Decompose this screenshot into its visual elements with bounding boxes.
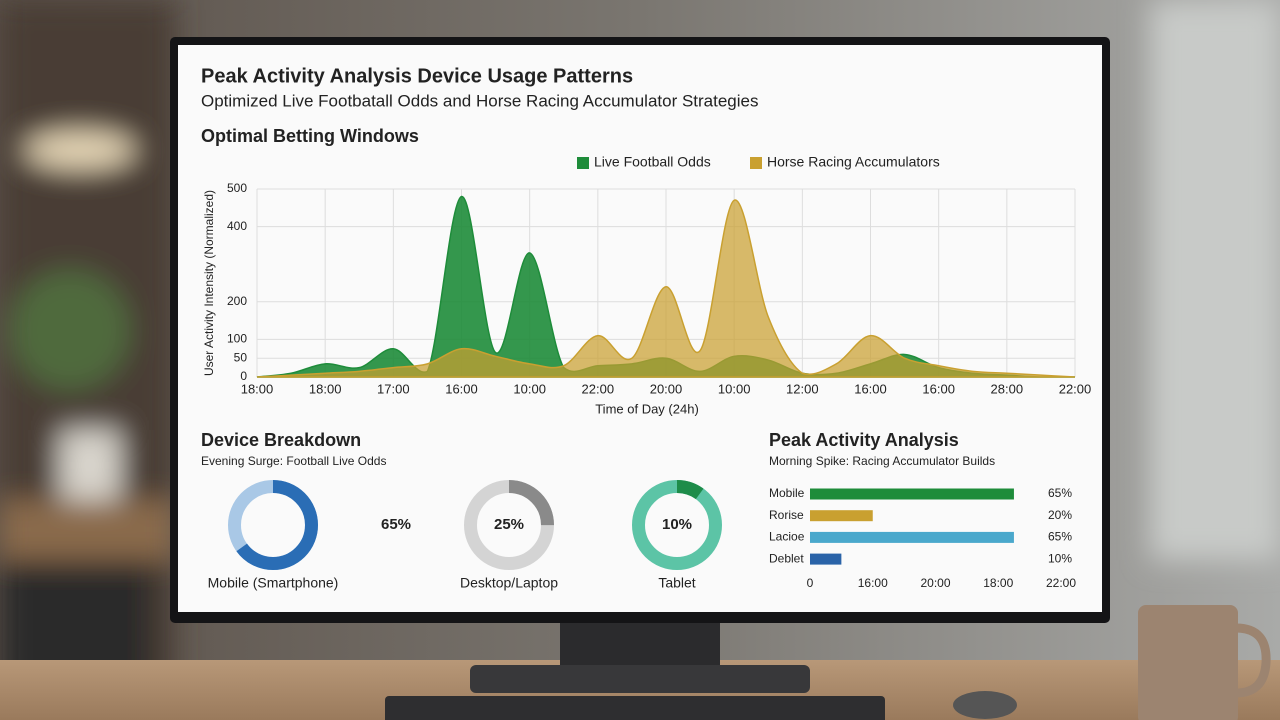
donut-category-label: Tablet: [658, 575, 695, 591]
y-tick-label: 200: [227, 294, 247, 308]
bar-category-label: Deblet: [769, 551, 804, 565]
donut-arc: [228, 480, 318, 570]
y-tick-label: 100: [227, 332, 247, 346]
donut-value-label: 65%: [381, 516, 411, 533]
area-series: [256, 199, 1076, 378]
donut-category-label: Desktop/Laptop: [460, 575, 558, 591]
x-axis-label: Time of Day (24h): [595, 401, 699, 416]
monitor-base: [470, 665, 810, 693]
window: [1150, 0, 1280, 560]
x-tick-label: 12:00: [786, 381, 819, 396]
bar-value-label: 65%: [1048, 530, 1072, 544]
x-tick-label: 20:00: [920, 576, 950, 590]
legend-swatch: [577, 157, 589, 169]
y-tick-label: 0: [240, 369, 247, 383]
x-tick-label: 28:00: [991, 381, 1024, 396]
y-tick-label: 400: [227, 219, 247, 233]
plant: [10, 270, 130, 390]
x-tick-label: 18:00: [309, 381, 342, 396]
donut-value-label: 10%: [662, 516, 692, 533]
bar-value-label: 65%: [1048, 486, 1072, 500]
x-tick-label: 22:00: [1059, 381, 1092, 396]
shelf: [0, 500, 175, 560]
bar-value-label: 10%: [1048, 551, 1072, 565]
y-axis-label: User Activity Intensity (Normalized): [202, 190, 216, 376]
donut-title: Device Breakdown: [201, 430, 361, 450]
x-tick-label: 10:00: [513, 381, 546, 396]
x-tick-label: 16:00: [922, 381, 955, 396]
x-tick-label: 16:00: [445, 381, 478, 396]
x-tick-label: 16:00: [854, 381, 887, 396]
bar: [810, 553, 842, 565]
x-tick-label: 20:00: [650, 381, 683, 396]
bar-value-label: 20%: [1048, 508, 1072, 522]
bar-title: Peak Activity Analysis: [769, 430, 959, 450]
bar: [810, 488, 1014, 500]
page-subtitle: Optimized Live Footbatall Odds and Horse…: [201, 91, 759, 110]
keyboard: [385, 696, 885, 720]
donut-arc: [464, 480, 554, 570]
bar: [810, 510, 873, 522]
y-tick-label: 50: [234, 350, 248, 364]
x-tick-label: 18:00: [983, 576, 1013, 590]
bar-category-label: Rorise: [769, 508, 804, 522]
mug-handle: [1235, 623, 1271, 698]
donut-subtitle: Evening Surge: Football Live Odds: [201, 454, 386, 468]
x-tick-label: 17:00: [377, 381, 410, 396]
donut-arc: [632, 480, 722, 570]
page-title: Peak Activity Analysis Device Usage Patt…: [201, 65, 633, 87]
legend-label: Live Football Odds: [594, 154, 711, 170]
chart-title: Optimal Betting Windows: [201, 126, 419, 146]
x-tick-label: 22:00: [1046, 576, 1076, 590]
x-tick-label: 22:00: [582, 381, 615, 396]
mouse: [953, 691, 1017, 719]
donut-value-label: 25%: [494, 516, 524, 533]
donut-category-label: Mobile (Smartphone): [208, 575, 339, 591]
bar: [810, 531, 1014, 543]
bar-category-label: Lacioe: [769, 530, 805, 544]
lamp-light: [25, 132, 135, 168]
x-tick-label: 16:00: [858, 576, 888, 590]
bar-category-label: Mobile: [769, 486, 805, 500]
legend-label: Horse Racing Accumulators: [767, 154, 940, 170]
x-tick-label: 18:00: [241, 381, 274, 396]
y-tick-label: 500: [227, 181, 247, 195]
bar-subtitle: Morning Spike: Racing Accumulator Builds: [769, 454, 995, 468]
mug: [1138, 605, 1238, 720]
legend-swatch: [750, 157, 762, 169]
x-tick-label: 10:00: [718, 381, 751, 396]
x-tick-label: 0: [807, 576, 814, 590]
